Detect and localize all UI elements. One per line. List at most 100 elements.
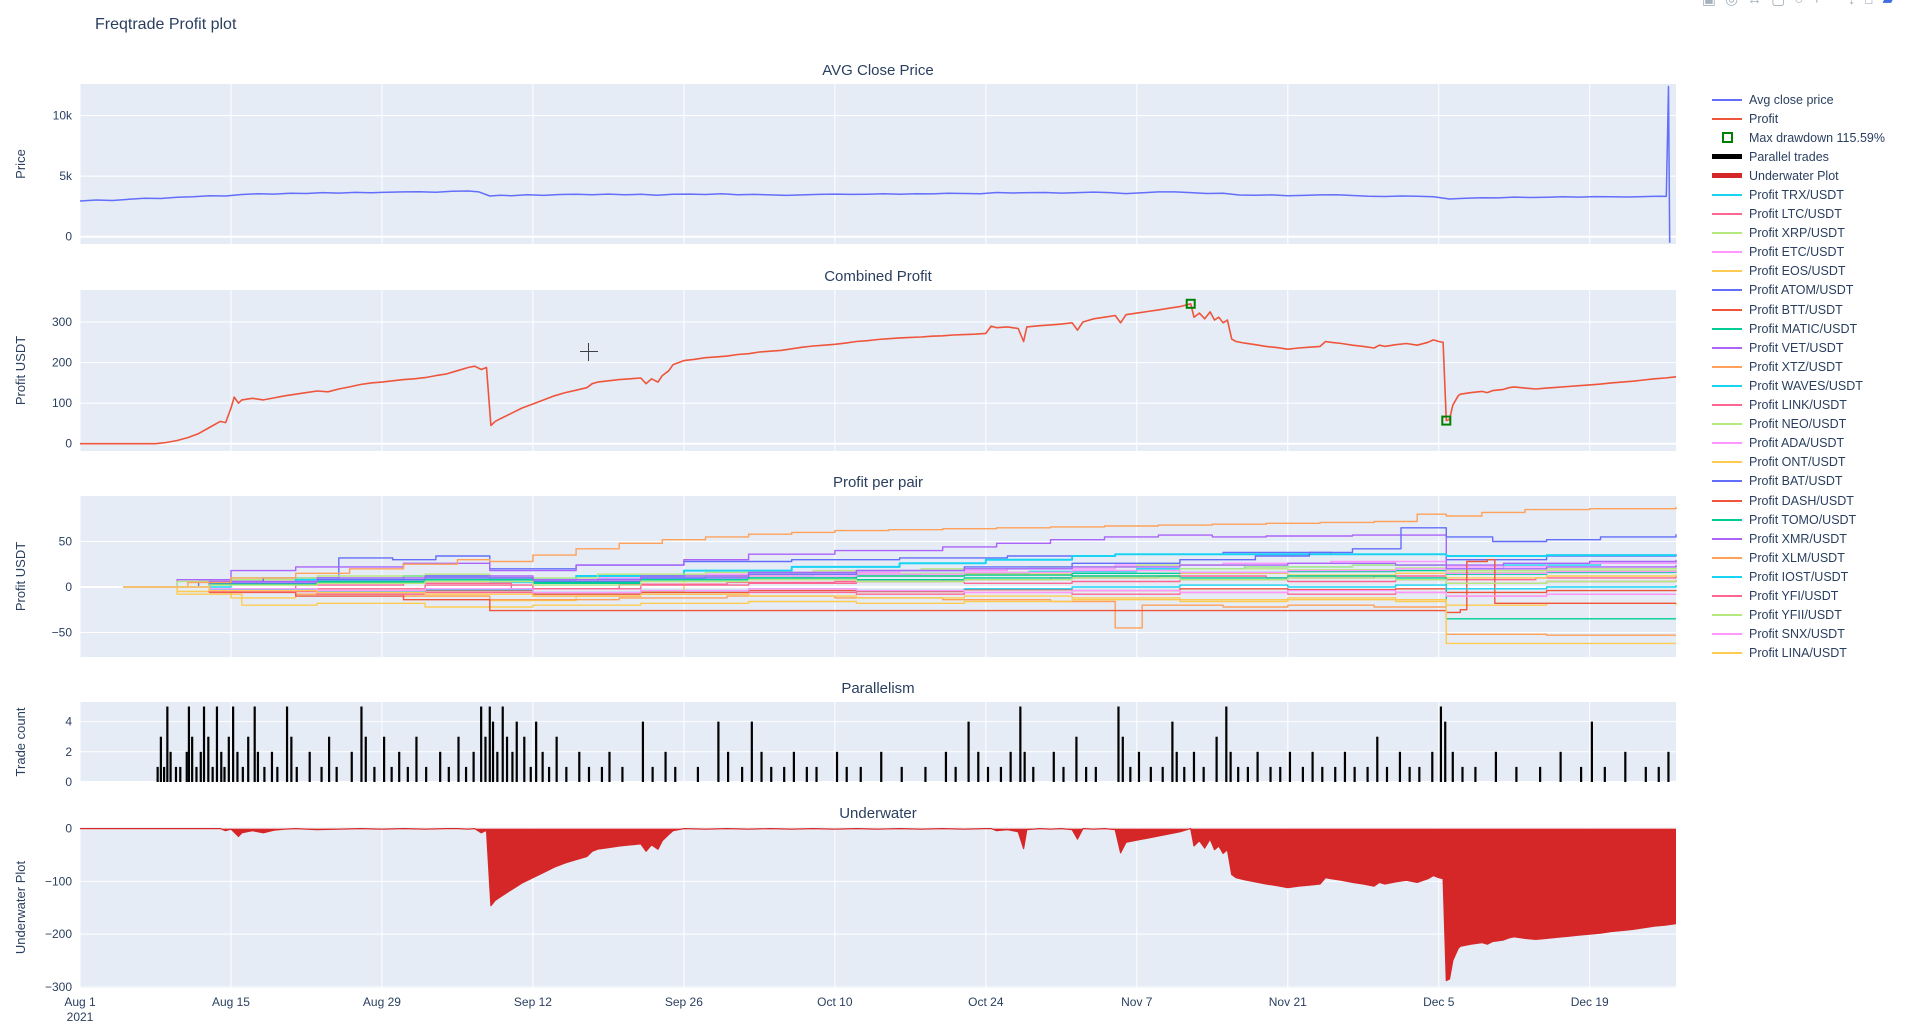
y-tick-label: 4 xyxy=(65,715,72,729)
legend-item-profit-snx-usdt[interactable]: Profit SNX/USDT xyxy=(1712,625,1885,644)
parallelism-bar xyxy=(986,766,990,782)
zoom-icon[interactable]: ◎ xyxy=(1725,0,1738,12)
legend-item-underwater-plot[interactable]: Underwater Plot xyxy=(1712,166,1885,185)
parallelism-bar xyxy=(215,706,219,782)
parallelism-bar xyxy=(270,751,274,782)
legend-item-profit-atom-usdt[interactable]: Profit ATOM/USDT xyxy=(1712,281,1885,300)
parallelism-bar xyxy=(760,751,763,782)
series-profit-yfii-usdt xyxy=(123,577,1677,588)
max-drawdown-marker xyxy=(1185,298,1196,309)
y-tick-label: 10k xyxy=(53,109,73,123)
box-select-icon[interactable]: ▢ xyxy=(1771,0,1785,12)
parallelism-bar xyxy=(967,721,970,782)
parallelism-bar xyxy=(977,751,980,782)
parallelism-bar xyxy=(1052,751,1055,782)
y-tick-label: 0 xyxy=(65,437,72,451)
legend-item-profit-neo-usdt[interactable]: Profit NEO/USDT xyxy=(1712,415,1885,434)
parallelism-bar xyxy=(727,751,730,782)
parallelism-bar xyxy=(1129,766,1132,782)
legend-label: Profit LINK/USDT xyxy=(1749,398,1847,413)
x-tick-label: Nov 21 xyxy=(1269,995,1307,1009)
parallelism-bar xyxy=(220,751,223,782)
parallelism-bar xyxy=(207,736,210,782)
parallelism-bar xyxy=(835,751,839,782)
pan-icon[interactable]: ↔ xyxy=(1747,0,1762,12)
parallelism-bar xyxy=(1644,766,1647,782)
y-tick-label: 50 xyxy=(59,534,73,548)
legend-item-profit-yfi-usdt[interactable]: Profit YFI/USDT xyxy=(1712,586,1885,605)
parallelism-bar xyxy=(1075,736,1078,782)
line-sample-icon xyxy=(1712,556,1742,559)
legend-item-profit-vet-usdt[interactable]: Profit VET/USDT xyxy=(1712,338,1885,357)
parallelism-bar xyxy=(163,766,166,782)
legend-item-profit-bat-usdt[interactable]: Profit BAT/USDT xyxy=(1712,472,1885,491)
legend-sample-underwater-plot xyxy=(1712,170,1742,182)
legend-item-profit-xlm-usdt[interactable]: Profit XLM/USDT xyxy=(1712,548,1885,567)
legend-item-profit-iost-usdt[interactable]: Profit IOST/USDT xyxy=(1712,567,1885,586)
parallelism-bar xyxy=(328,736,331,782)
y-tick-label: 0 xyxy=(65,230,72,244)
legend-item-profit-ltc-usdt[interactable]: Profit LTC/USDT xyxy=(1712,205,1885,224)
legend-label: Profit ADA/USDT xyxy=(1749,436,1845,451)
parallelism-bar xyxy=(457,736,460,782)
plot-area-parallelism[interactable] xyxy=(80,702,1676,782)
legend-item-profit-tomo-usdt[interactable]: Profit TOMO/USDT xyxy=(1712,510,1885,529)
zoom-out-icon[interactable]: − xyxy=(1830,0,1839,12)
parallelism-bar xyxy=(191,736,194,782)
legend-item-profit-etc-usdt[interactable]: Profit ETC/USDT xyxy=(1712,243,1885,262)
parallelism-bar xyxy=(496,751,499,782)
parallelism-bar xyxy=(1225,706,1228,782)
zoom-in-icon[interactable]: + xyxy=(1812,0,1821,12)
x-tick-label: Dec 5 xyxy=(1423,995,1455,1009)
parallelism-bar xyxy=(1494,751,1498,782)
parallelism-bar xyxy=(674,766,677,782)
y-axis-title: Price xyxy=(13,149,28,179)
legend-item-profit-ada-usdt[interactable]: Profit ADA/USDT xyxy=(1712,434,1885,453)
legend-item-profit[interactable]: Profit xyxy=(1712,109,1885,128)
legend-item-profit-lina-usdt[interactable]: Profit LINA/USDT xyxy=(1712,644,1885,663)
legend-item-profit-xrp-usdt[interactable]: Profit XRP/USDT xyxy=(1712,224,1885,243)
legend-item-profit-trx-usdt[interactable]: Profit TRX/USDT xyxy=(1712,185,1885,204)
plotly-logo-icon[interactable]: ▰ xyxy=(1882,0,1894,12)
parallelism-bar xyxy=(1171,721,1174,782)
parallelism-bar xyxy=(308,751,311,782)
line-sample-icon xyxy=(1712,232,1742,235)
parallelism-bar xyxy=(166,706,169,782)
legend-item-profit-link-usdt[interactable]: Profit LINK/USDT xyxy=(1712,396,1885,415)
parallelism-bar xyxy=(1366,766,1369,782)
legend-item-profit-xmr-usdt[interactable]: Profit XMR/USDT xyxy=(1712,529,1885,548)
autoscale-icon[interactable]: ↕ xyxy=(1848,0,1856,12)
legend-item-profit-eos-usdt[interactable]: Profit EOS/USDT xyxy=(1712,262,1885,281)
plot-area-combined-profit[interactable] xyxy=(80,290,1676,451)
line-sample-icon xyxy=(1712,575,1742,578)
legend-label: Profit WAVES/USDT xyxy=(1749,378,1863,393)
parallelism-bar xyxy=(185,751,188,782)
series-underwater-plot xyxy=(80,828,1677,982)
download-plot-icon[interactable]: ▣ xyxy=(1702,0,1716,12)
parallelism-bar xyxy=(195,766,198,782)
legend-item-parallel-trades[interactable]: Parallel trades xyxy=(1712,147,1885,166)
legend-item-max-drawdown-115-59[interactable]: Max drawdown 115.59% xyxy=(1712,128,1885,147)
legend-item-profit-matic-usdt[interactable]: Profit MATIC/USDT xyxy=(1712,319,1885,338)
legend-item-profit-waves-usdt[interactable]: Profit WAVES/USDT xyxy=(1712,376,1885,395)
parallelism-bar xyxy=(1418,766,1421,782)
reset-axes-icon[interactable]: ⌂ xyxy=(1864,0,1873,12)
parallelism-bar xyxy=(1657,766,1660,782)
legend-item-profit-yfii-usdt[interactable]: Profit YFII/USDT xyxy=(1712,606,1885,625)
parallelism-bar xyxy=(1269,766,1272,782)
plot-area-avg-close-price[interactable] xyxy=(80,84,1676,244)
legend-item-profit-dash-usdt[interactable]: Profit DASH/USDT xyxy=(1712,491,1885,510)
legend-item-profit-xtz-usdt[interactable]: Profit XTZ/USDT xyxy=(1712,357,1885,376)
legend-label: Profit xyxy=(1749,111,1779,126)
legend-label: Profit IOST/USDT xyxy=(1749,569,1849,584)
parallelism-bar xyxy=(1451,751,1454,782)
lasso-select-icon[interactable]: ○ xyxy=(1794,0,1803,12)
legend-item-profit-btt-usdt[interactable]: Profit BTT/USDT xyxy=(1712,300,1885,319)
parallelism-bar xyxy=(547,766,551,782)
parallelism-bar xyxy=(1667,751,1670,782)
legend-item-avg-close-price[interactable]: Avg close price xyxy=(1712,90,1885,109)
legend-item-profit-ont-usdt[interactable]: Profit ONT/USDT xyxy=(1712,453,1885,472)
legend-label: Profit VET/USDT xyxy=(1749,340,1844,355)
parallelism-bar xyxy=(350,751,353,782)
